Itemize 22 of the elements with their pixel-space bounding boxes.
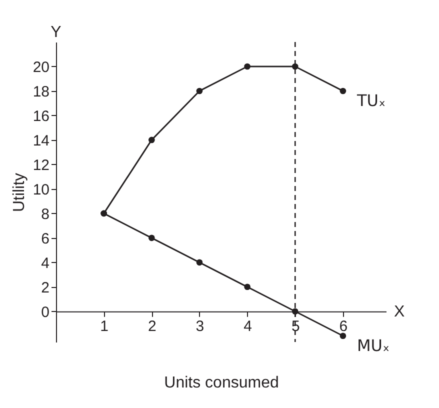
- y-tick-label: 10: [32, 181, 50, 198]
- x-axis-title: Units consumed: [164, 374, 279, 392]
- text: X: [394, 303, 405, 320]
- y-tick-label: 2: [41, 279, 50, 296]
- y-tick-label: 8: [41, 206, 50, 223]
- text: Y: [50, 24, 62, 41]
- series-label: MUₓ: [356, 336, 390, 355]
- x-tick-label: 1: [100, 318, 108, 335]
- y-tick-label: 4: [41, 254, 50, 272]
- y-tick-label: 12: [32, 156, 50, 174]
- y-tick-label: 20: [32, 58, 50, 76]
- y-tick-label: 6: [41, 230, 50, 248]
- x-tick-label: 4: [244, 318, 252, 335]
- y-tick-label: 0: [41, 304, 50, 321]
- series-label: TUₓ: [356, 90, 386, 110]
- y-axis-title: Utility: [10, 172, 28, 212]
- y-tick-label: 14: [32, 132, 50, 150]
- y-tick-label: 18: [32, 83, 50, 100]
- x-tick-label: 2: [148, 318, 156, 335]
- x-tick-label: 6: [339, 318, 348, 335]
- y-tick-label: 16: [32, 108, 50, 125]
- x-tick-label: 3: [196, 318, 204, 335]
